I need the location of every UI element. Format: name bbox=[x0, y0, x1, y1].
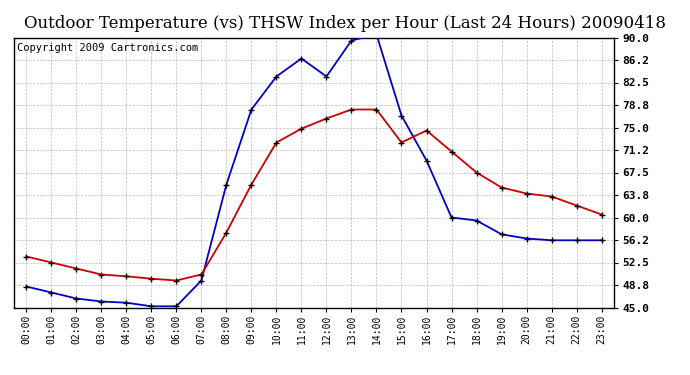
Text: Copyright 2009 Cartronics.com: Copyright 2009 Cartronics.com bbox=[17, 43, 198, 53]
Text: Outdoor Temperature (vs) THSW Index per Hour (Last 24 Hours) 20090418: Outdoor Temperature (vs) THSW Index per … bbox=[24, 15, 666, 32]
